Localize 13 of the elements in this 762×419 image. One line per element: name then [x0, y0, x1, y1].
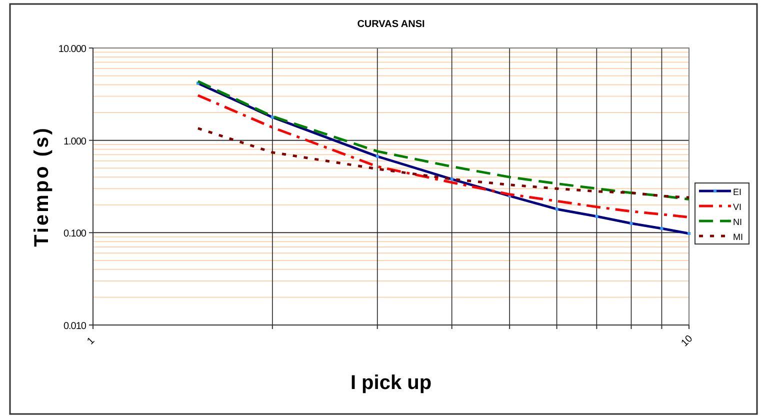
chart-title: CURVAS ANSI [357, 19, 426, 30]
legend-label: MI [733, 232, 743, 242]
y-tick-label: 1.000 [63, 136, 87, 148]
x-tick-label: 1 [85, 335, 98, 348]
legend-label: EI [733, 187, 742, 197]
x-axis-title: I pick up [350, 372, 432, 394]
y-axis-title: Tiempo (s) [31, 126, 53, 247]
legend-label: VI [733, 202, 742, 212]
legend-label: NI [733, 217, 742, 227]
y-tick-label: 0.010 [63, 321, 87, 332]
y-tick-label: 10.000 [58, 44, 87, 55]
x-tick-label: 10 [679, 333, 696, 350]
y-tick-label: 0.100 [63, 228, 87, 240]
